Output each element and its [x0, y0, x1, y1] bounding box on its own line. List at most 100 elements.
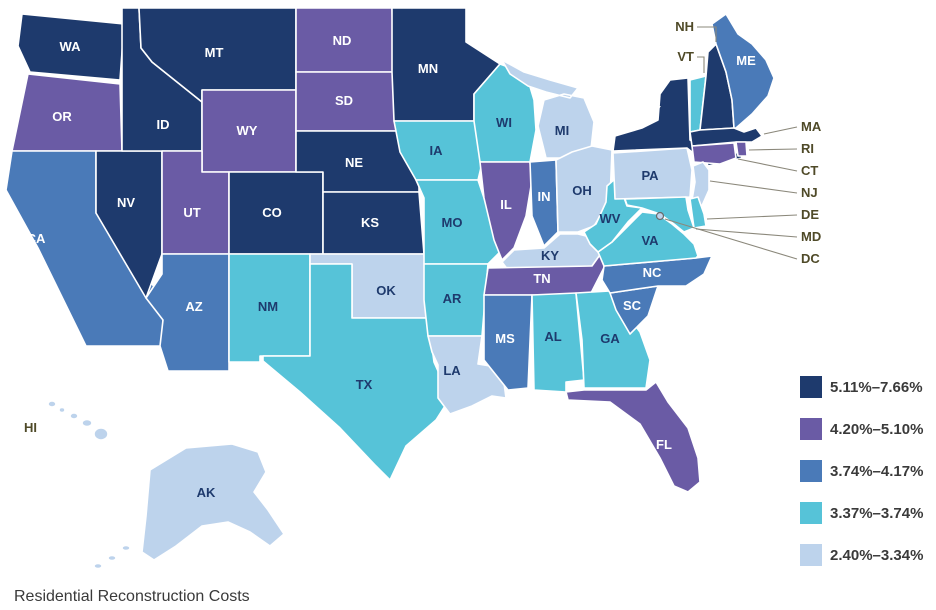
legend-label-0: 5.11%–7.66% [830, 379, 923, 396]
state-label-nd: ND [333, 33, 352, 48]
callout-label-ct: CT [801, 163, 818, 178]
state-label-ut: UT [183, 205, 200, 220]
state-ct [691, 142, 737, 165]
callout-label-nh: NH [675, 19, 694, 34]
legend-swatch-3 [800, 502, 822, 524]
state-va [597, 211, 699, 267]
state-de [689, 196, 707, 229]
legend-swatch-4 [800, 544, 822, 566]
state-tx [262, 263, 451, 481]
state-label-wy: WY [237, 123, 258, 138]
state-label-or: OR [52, 109, 72, 124]
callout-line-md [695, 228, 798, 238]
state-label-wi: WI [496, 115, 512, 130]
state-fl [565, 381, 701, 493]
legend-label-2: 3.74%–4.17% [830, 463, 923, 480]
callout-label-ma: MA [801, 119, 822, 134]
state-mi [501, 59, 595, 159]
hi-island [93, 427, 109, 441]
callout-line-nj [709, 180, 798, 194]
legend-label-4: 2.40%–3.34% [830, 547, 923, 564]
callout-line-ma [763, 126, 798, 135]
callout-line-de [706, 214, 798, 220]
state-ms [483, 294, 533, 391]
callout-label-md: MD [801, 229, 821, 244]
callout-line-ri [748, 148, 798, 151]
callout-line-vt [697, 56, 705, 73]
callout-label-dc: DC [801, 251, 820, 266]
dc-marker [655, 211, 665, 221]
state-la [427, 335, 507, 415]
legend-label-3: 3.37%–3.74% [830, 505, 923, 522]
state-mo [415, 179, 501, 265]
state-ri [735, 141, 748, 157]
legend-swatch-2 [800, 460, 822, 482]
callout-line-nh [697, 26, 717, 42]
callout-line-dc [664, 218, 798, 260]
hi-island [81, 418, 93, 428]
state-label-mo: MO [442, 215, 463, 230]
ak-aleutian-island [93, 562, 103, 570]
state-label-tn: TN [533, 271, 550, 286]
state-label-ok: OK [376, 283, 396, 298]
state-in [529, 159, 559, 247]
state-label-al: AL [544, 329, 561, 344]
state-label-ga: GA [600, 331, 620, 346]
state-label-wv: WV [600, 211, 621, 226]
state-label-co: CO [262, 205, 282, 220]
state-label-sc: SC [623, 298, 642, 313]
state-label-ks: KS [361, 215, 379, 230]
hi-island [69, 412, 79, 420]
state-label-ar: AR [443, 291, 462, 306]
state-me [711, 13, 775, 129]
state-label-pa: PA [641, 168, 659, 183]
state-md [624, 196, 695, 233]
callout-label-hi: HI [24, 420, 37, 435]
state-label-mn: MN [418, 61, 438, 76]
hi-island [58, 406, 66, 414]
state-label-in: IN [538, 189, 551, 204]
state-label-mt: MT [205, 45, 224, 60]
state-label-az: AZ [185, 299, 202, 314]
chart-title: Residential Reconstruction Costs [14, 588, 250, 605]
state-nj [691, 161, 710, 209]
state-wa [17, 13, 125, 81]
state-label-me: ME [736, 53, 756, 68]
state-label-la: LA [443, 363, 461, 378]
state-label-il: IL [500, 197, 512, 212]
state-label-nm: NM [258, 299, 278, 314]
legend-swatch-1 [800, 418, 822, 440]
state-label-nv: NV [117, 195, 135, 210]
state-label-id: ID [157, 117, 170, 132]
state-nc [601, 255, 713, 294]
state-label-ca: CA [27, 231, 46, 246]
state-ak [141, 443, 285, 561]
state-label-mi: MI [555, 123, 569, 138]
state-label-ny: NY [643, 103, 661, 118]
state-label-ky: KY [541, 248, 559, 263]
callout-line-ct [737, 158, 798, 172]
hi-island [47, 400, 57, 408]
state-label-ms: MS [495, 331, 515, 346]
state-wv [583, 177, 643, 253]
legend: 5.11%–7.66% 4.20%–5.10% 3.74%–4.17% 3.37… [800, 376, 923, 566]
callout-label-nj: NJ [801, 185, 818, 200]
state-label-ak: AK [197, 485, 216, 500]
state-label-tx: TX [356, 377, 373, 392]
callout-label-vt: VT [677, 49, 694, 64]
ak-aleutian-island [121, 544, 131, 552]
state-label-va: VA [641, 233, 659, 248]
callout-label-de: DE [801, 207, 819, 222]
legend-label-1: 4.20%–5.10% [830, 421, 923, 438]
state-label-oh: OH [572, 183, 592, 198]
legend-swatch-0 [800, 376, 822, 398]
ak-aleutian-island [107, 554, 117, 562]
state-label-fl: FL [656, 437, 672, 452]
callout-label-ri: RI [801, 141, 814, 156]
state-label-ne: NE [345, 155, 363, 170]
state-label-nc: NC [643, 265, 662, 280]
state-label-ia: IA [430, 143, 444, 158]
state-label-sd: SD [335, 93, 353, 108]
state-label-wa: WA [60, 39, 82, 54]
